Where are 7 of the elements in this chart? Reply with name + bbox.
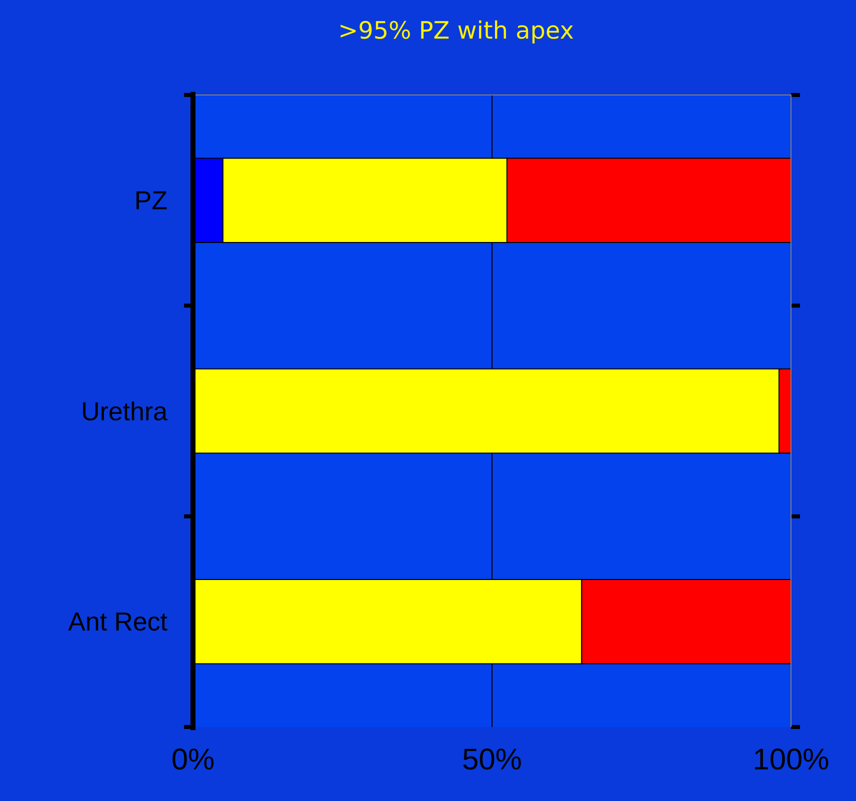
x-tick-label: 50% <box>463 748 521 770</box>
y-tick-label: Ant Rect <box>68 612 168 631</box>
x-tick-label: 0% <box>172 748 214 770</box>
chart-title: >95% PZ with apex <box>340 20 574 44</box>
x-tick-label: 100% <box>755 748 828 770</box>
y-tick-label: PZ <box>136 191 167 210</box>
y-tick-label: Urethra <box>83 401 168 420</box>
